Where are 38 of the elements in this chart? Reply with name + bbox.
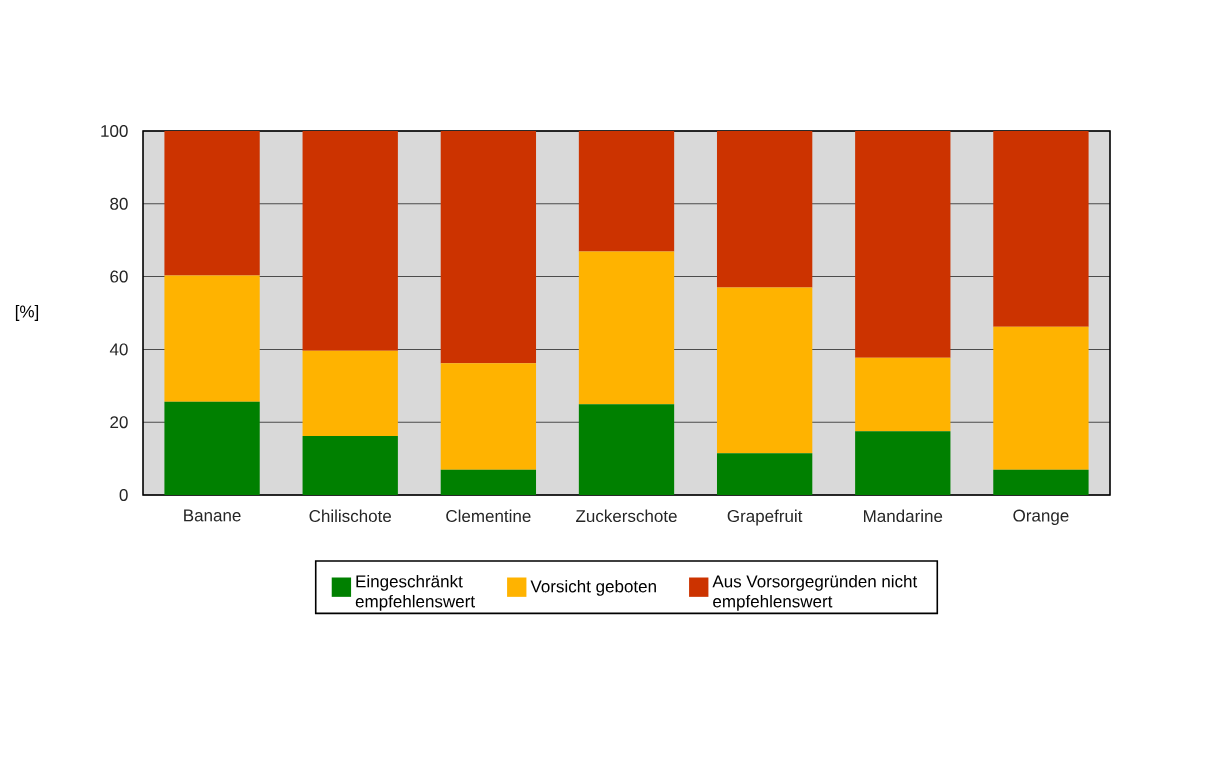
y-tick-label: 20 — [110, 416, 128, 429]
bar — [164, 130, 260, 276]
bar — [440, 469, 537, 495]
bar — [578, 130, 675, 252]
legend-label: Vorsicht geboten — [530, 579, 656, 596]
bar — [716, 287, 813, 454]
x-tick-label: Grapefruit — [727, 509, 803, 526]
bar — [440, 363, 537, 470]
bar — [855, 431, 951, 495]
y-tick-label: 0 — [119, 488, 128, 501]
bar — [302, 350, 398, 437]
bar — [993, 326, 1089, 470]
legend-label: Eingeschränkt empfehlenswert — [355, 574, 475, 611]
x-tick-label: Chilischote — [309, 509, 392, 523]
y-tick-label: 100 — [101, 124, 128, 137]
x-tick-label: Mandarine — [864, 509, 943, 523]
bar — [164, 401, 260, 495]
x-tick-label: Orange — [1013, 509, 1069, 525]
bar — [716, 453, 813, 495]
bar — [578, 404, 675, 495]
bar — [302, 436, 398, 495]
bar — [302, 130, 398, 351]
bar — [855, 357, 951, 432]
y-tick-label: 60 — [110, 270, 128, 283]
bar — [578, 251, 675, 405]
x-tick-label: Banane — [184, 509, 241, 522]
x-tick-label: Zuckerschote — [576, 509, 677, 523]
bar — [164, 275, 260, 402]
bar — [993, 130, 1089, 327]
x-tick-label: Clementine — [446, 509, 531, 523]
bar — [993, 469, 1089, 495]
bar — [855, 130, 951, 358]
bar — [440, 130, 537, 364]
y-axis-title: [%] — [15, 305, 39, 321]
y-tick-label: 40 — [109, 343, 128, 356]
bar — [716, 130, 813, 288]
y-tick-label: 80 — [110, 197, 128, 210]
legend-label: Aus Vorsorgegründen nicht empfehlenswert — [712, 574, 918, 611]
